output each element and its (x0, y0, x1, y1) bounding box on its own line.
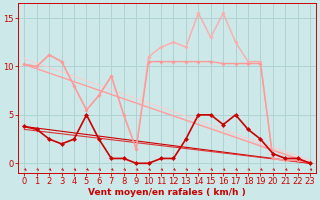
X-axis label: Vent moyen/en rafales ( km/h ): Vent moyen/en rafales ( km/h ) (88, 188, 246, 197)
